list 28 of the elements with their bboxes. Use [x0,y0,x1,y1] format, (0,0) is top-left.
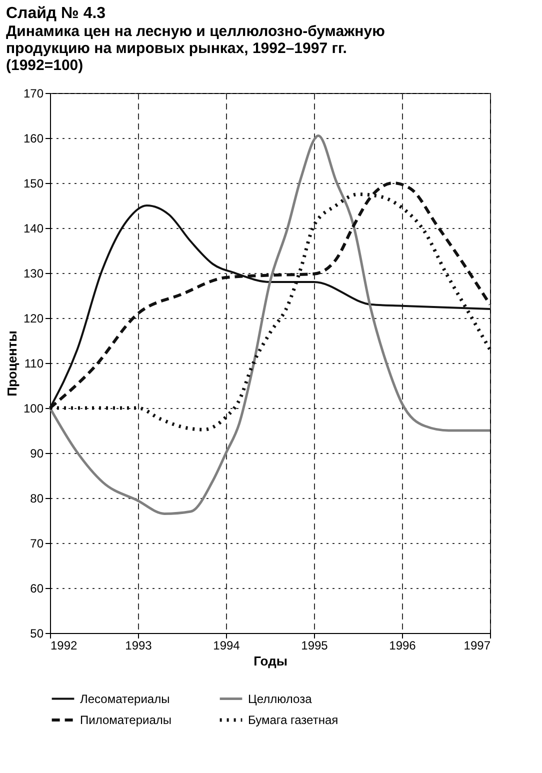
y-tick-label: 160 [23,132,44,146]
y-tick-label: 130 [23,266,44,280]
y-tick-label: 140 [23,222,44,236]
legend-label: Целлюлоза [248,692,312,706]
y-tick-label: 170 [23,86,44,100]
x-tick-label: 1996 [389,638,416,652]
y-tick-label: 60 [30,582,44,596]
legend-label: Бумага газетная [248,713,338,727]
y-axis-title: Проценты [4,330,20,396]
y-tick-label: 80 [30,492,44,506]
x-tick-label: 1995 [301,638,328,652]
line-series [48,134,492,515]
y-tick-label: 100 [23,402,44,416]
legend-label: Лесоматериалы [80,692,170,706]
x-tick-label: 1997 [464,638,491,652]
x-axis-title: Годы [254,654,288,668]
chart-title: Слайд № 4.3 [6,5,106,22]
y-tick-label: 50 [30,626,44,640]
x-tick-label: 1993 [125,638,152,652]
y-tick-label: 120 [23,312,44,326]
x-tick-label: 1994 [213,638,240,652]
chart-subtitle: Динамика цен на лесную и целлюлозно-бумажную продукцию на мировых рынках, 1992–1997 гг. (1992=100) [6,23,386,74]
y-tick-label: 90 [30,446,44,460]
x-tick-label: 1992 [50,638,78,652]
y-tick-label: 70 [30,536,44,550]
legend-label: Пиломатериалы [80,713,172,727]
y-tick-label: 150 [23,176,44,190]
y-tick-label: 110 [24,356,44,370]
